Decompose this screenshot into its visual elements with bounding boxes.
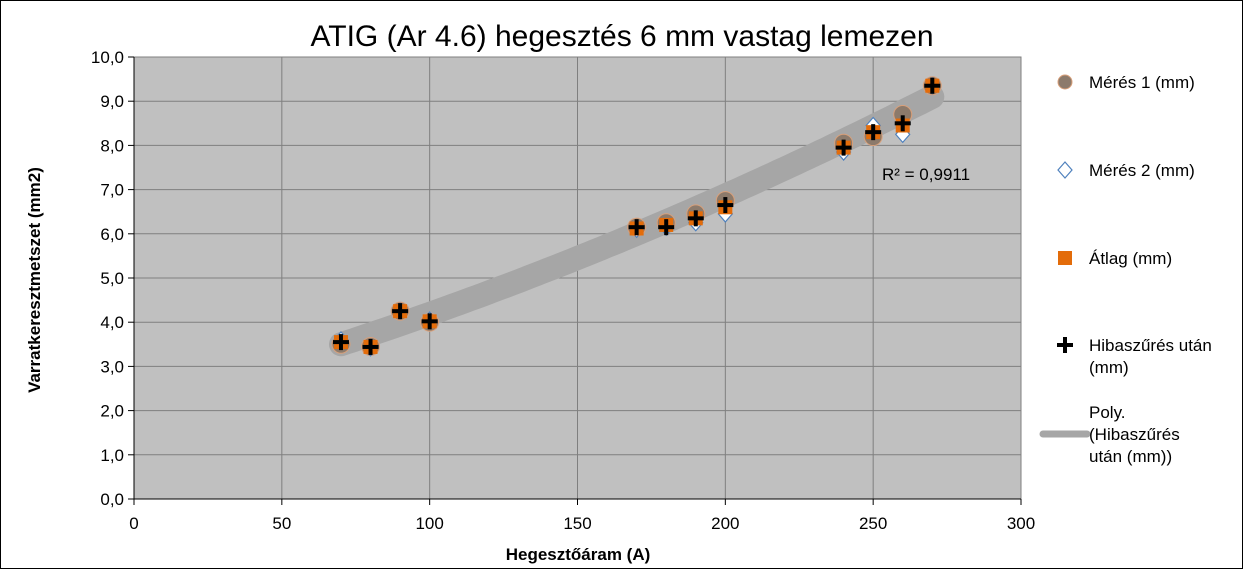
x-tick-label: 300: [1007, 514, 1035, 533]
y-tick-label: 7,0: [100, 181, 124, 200]
data-point: [865, 124, 882, 141]
plus-v: [664, 219, 669, 236]
r-squared-label: R² = 0,9911: [882, 165, 970, 184]
plus-v: [634, 219, 639, 236]
legend-marker: [1057, 337, 1073, 353]
y-tick-label: 9,0: [100, 92, 124, 111]
data-point: [835, 139, 852, 156]
data-point: [332, 334, 349, 351]
plus-v: [368, 338, 373, 355]
y-tick-label: 10,0: [91, 48, 124, 67]
data-points: [331, 76, 942, 357]
data-point: [894, 115, 911, 132]
gridlines: [133, 56, 1022, 500]
x-tick-label: 0: [129, 514, 138, 533]
legend-marker: [1058, 251, 1072, 265]
y-axis-label: Varratkeresztmetszet (mm2): [25, 167, 44, 393]
data-point: [687, 210, 704, 227]
plus-v: [723, 197, 728, 214]
legend-marker: [1057, 161, 1073, 179]
legend-label: Mérés 1 (mm): [1089, 73, 1195, 92]
x-tick-label: 100: [415, 514, 443, 533]
plus-v: [398, 303, 403, 320]
legend-label: után (mm)): [1089, 447, 1172, 466]
legend-item-4: Hibaszűrés után (mm): [1057, 336, 1212, 377]
legend-item-1: Mérés 1 (mm): [1057, 73, 1195, 92]
plus-v: [427, 313, 432, 330]
data-point: [717, 197, 734, 214]
plus-v: [1063, 337, 1067, 353]
legend-label: Mérés 2 (mm): [1089, 161, 1195, 180]
y-axis-ticks: 0,0 1,0 2,0 3,0 4,0 5,0 6,0 7,0 8,0 9,0 10,0: [91, 48, 134, 509]
legend-label: (mm): [1089, 358, 1129, 377]
legend-label: Poly.: [1089, 403, 1126, 422]
y-tick-label: 0,0: [100, 490, 124, 509]
data-point: [421, 313, 438, 330]
plus-v: [871, 124, 876, 141]
data-point: [628, 219, 645, 236]
legend-item-5: Poly. (Hibaszűrés után (mm)): [1039, 403, 1180, 466]
x-tick-label: 150: [563, 514, 591, 533]
legend-marker: [1057, 74, 1073, 90]
x-tick-label: 50: [272, 514, 291, 533]
plus-v: [841, 139, 846, 156]
x-tick-label: 200: [711, 514, 739, 533]
y-tick-label: 6,0: [100, 225, 124, 244]
y-tick-label: 8,0: [100, 136, 124, 155]
y-tick-label: 4,0: [100, 313, 124, 332]
legend-item-2: Mérés 2 (mm): [1057, 161, 1195, 180]
legend-label: Átlag (mm): [1089, 249, 1172, 268]
legend-label: (Hibaszűrés: [1089, 425, 1180, 444]
y-tick-label: 2,0: [100, 402, 124, 421]
y-tick-label: 3,0: [100, 357, 124, 376]
legend-item-3: Átlag (mm): [1058, 249, 1172, 268]
y-tick-label: 5,0: [100, 269, 124, 288]
data-point: [392, 303, 409, 320]
series-4-points: [332, 77, 941, 355]
legend: Mérés 1 (mm) Mérés 2 (mm) Átlag (mm) Hibasz…: [1039, 73, 1212, 466]
plus-v: [900, 115, 905, 132]
plus-v: [693, 210, 698, 227]
plus-v: [338, 334, 343, 351]
y-tick-label: 1,0: [100, 446, 124, 465]
data-point: [362, 338, 379, 355]
x-axis-ticks: 0 50 100 150 200 250 300: [129, 499, 1035, 533]
chart-title: ATIG (Ar 4.6) hegesztés 6 mm vastag leme…: [310, 20, 933, 53]
plus-v: [930, 77, 935, 94]
data-point: [658, 219, 675, 236]
x-tick-label: 250: [859, 514, 887, 533]
x-axis-label: Hegesztőáram (A): [506, 545, 651, 564]
legend-label: Hibaszűrés után: [1089, 336, 1212, 355]
data-point: [924, 77, 941, 94]
